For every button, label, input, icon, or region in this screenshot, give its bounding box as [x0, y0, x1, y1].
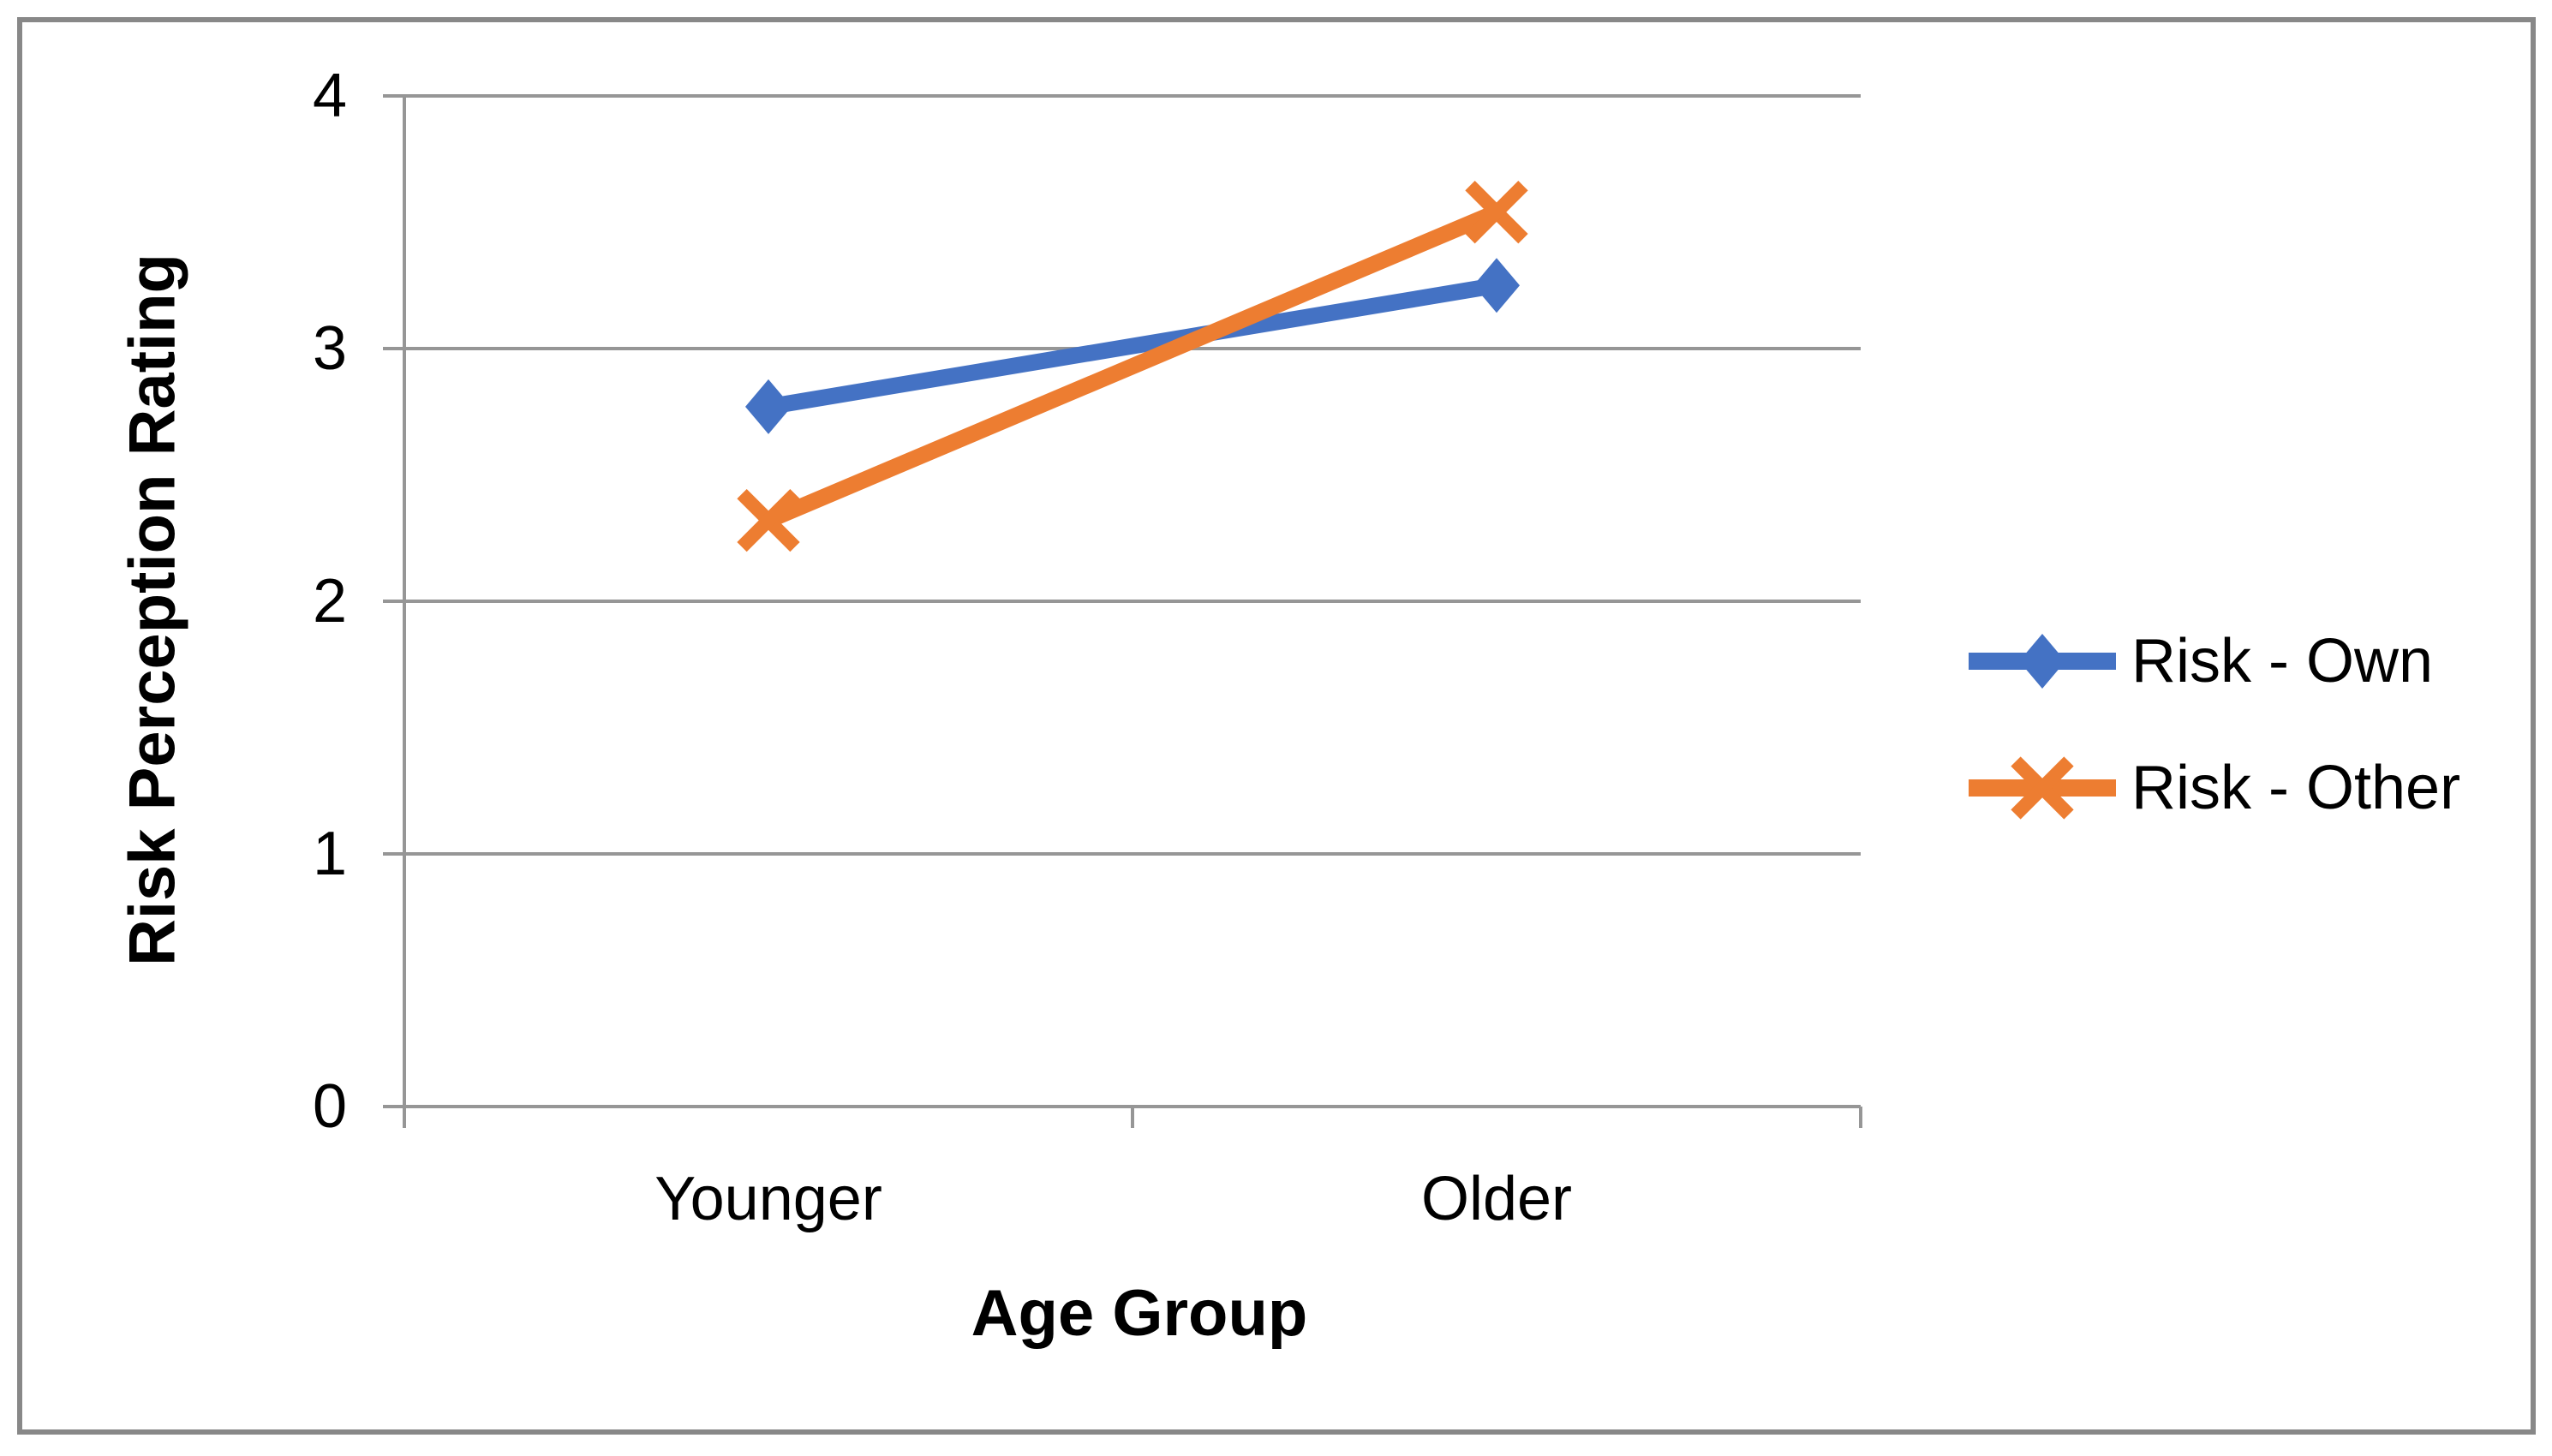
x-tick-label-younger: Younger [654, 1165, 882, 1233]
legend-x-marker-icon [1969, 756, 2116, 820]
diamond-marker [1473, 258, 1520, 313]
x-marker [1465, 181, 1528, 244]
diamond-marker [745, 379, 792, 434]
y-tick-label-0: 0 [312, 1072, 347, 1141]
legend-item-risk-other: Risk - Other [1969, 741, 2460, 835]
legend: Risk - Own Risk - Other [1969, 614, 2460, 835]
y-tick-label-2: 2 [312, 567, 347, 636]
series-line [767, 277, 1498, 415]
x-marker [2011, 756, 2074, 820]
legend-diamond-marker-icon [1969, 634, 2116, 689]
legend-label-risk-own: Risk - Own [2131, 627, 2434, 695]
x-tick-label-older: Older [1420, 1165, 1573, 1233]
y-tick-label-1: 1 [312, 820, 347, 888]
y-tick-label-3: 3 [312, 314, 347, 383]
series-line [765, 204, 1500, 528]
x-marker [737, 488, 800, 552]
legend-item-risk-own: Risk - Own [1969, 614, 2460, 708]
x-axis-title: Age Group [971, 1277, 1308, 1350]
chart-border [17, 17, 2536, 1435]
y-tick-label-4: 4 [312, 62, 347, 130]
diamond-marker [2019, 634, 2065, 689]
legend-label-risk-other: Risk - Other [2131, 754, 2461, 822]
